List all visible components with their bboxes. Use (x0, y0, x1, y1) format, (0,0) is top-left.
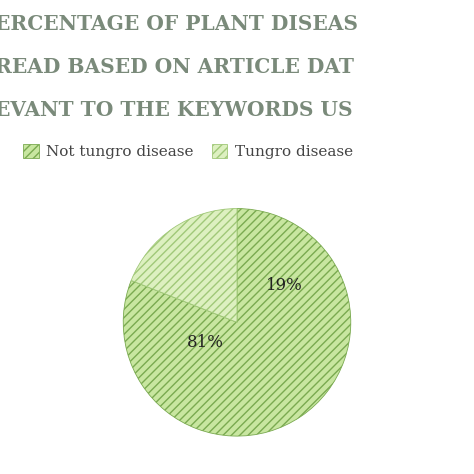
Wedge shape (123, 209, 351, 436)
Text: ERCENTAGE OF PLANT DISEAS: ERCENTAGE OF PLANT DISEAS (0, 14, 358, 34)
Text: 81%: 81% (187, 334, 224, 351)
Text: EVANT TO THE KEYWORDS US: EVANT TO THE KEYWORDS US (0, 100, 353, 119)
Legend: Not tungro disease, Tungro disease: Not tungro disease, Tungro disease (17, 138, 359, 165)
Text: 19%: 19% (266, 277, 303, 294)
Text: READ BASED ON ARTICLE DAT: READ BASED ON ARTICLE DAT (0, 57, 354, 77)
Wedge shape (131, 209, 237, 322)
